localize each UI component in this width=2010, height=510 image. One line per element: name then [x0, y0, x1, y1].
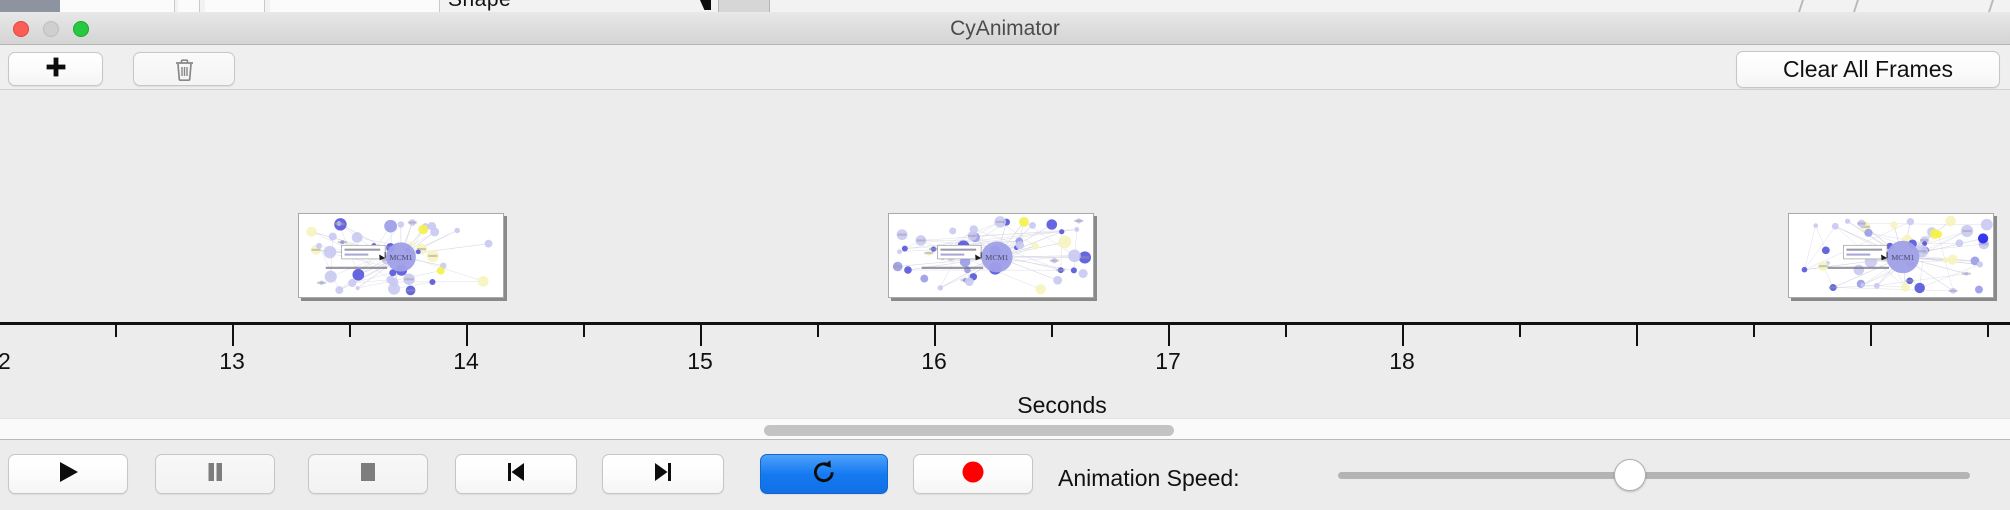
axis-tick-major — [1636, 325, 1638, 346]
axis-tick-minor — [1987, 325, 1989, 337]
background-window-divider — [1798, 0, 1812, 12]
frames-timeline-canvas[interactable]: MCM1 MCM1 MCM1 — [0, 90, 2010, 320]
toolbar: Clear All Frames — [0, 45, 2010, 90]
background-window-segment — [270, 0, 440, 12]
timeline-axis: Seconds 12 13 14 15 16 17 18 — [0, 310, 2010, 420]
loop-button[interactable] — [760, 454, 888, 494]
background-window-strip: Shape — [0, 0, 2010, 12]
axis-tick-label: 12 — [0, 348, 11, 374]
background-window-divider — [1853, 0, 1867, 12]
background-window-tab — [718, 0, 770, 12]
axis-tick-major — [700, 325, 702, 346]
skip-to-end-button[interactable] — [602, 454, 724, 494]
stop-button[interactable] — [308, 454, 428, 494]
animation-speed-slider[interactable] — [1338, 459, 1970, 491]
axis-tick-major — [1870, 325, 1872, 346]
axis-tick-major — [934, 325, 936, 346]
pause-button[interactable] — [155, 454, 275, 494]
axis-tick-label: 14 — [453, 348, 479, 374]
skip-to-start-icon — [503, 459, 529, 490]
axis-tick-label: 18 — [1389, 348, 1415, 374]
title-bar: CyAnimator — [0, 12, 2010, 45]
background-window-label: Shape — [448, 0, 511, 12]
background-window-segment — [205, 0, 265, 12]
loop-icon — [810, 458, 838, 491]
axis-tick-label: 15 — [687, 348, 713, 374]
add-frame-button[interactable] — [8, 52, 103, 86]
delete-frame-button[interactable] — [133, 52, 235, 86]
frame-thumbnail[interactable]: MCM1 — [888, 213, 1094, 298]
axis-tick-minor — [1753, 325, 1755, 337]
axis-tick-minor — [115, 325, 117, 337]
play-button[interactable] — [8, 454, 128, 494]
axis-title: Seconds — [0, 392, 2010, 419]
axis-tick-minor — [1285, 325, 1287, 337]
background-window-sidebar — [0, 0, 60, 12]
axis-tick-label: 16 — [921, 348, 947, 374]
background-window-divider — [1988, 0, 2002, 12]
record-button[interactable] — [913, 454, 1033, 494]
background-window-marker — [700, 0, 711, 10]
skip-to-start-button[interactable] — [455, 454, 577, 494]
axis-tick-major — [466, 325, 468, 346]
axis-tick-minor — [1519, 325, 1521, 337]
axis-line — [0, 322, 2010, 325]
scrollbar-thumb[interactable] — [764, 425, 1174, 436]
animation-speed-label: Animation Speed: — [1058, 465, 1240, 491]
axis-tick-minor — [349, 325, 351, 337]
clear-all-frames-label: Clear All Frames — [1783, 56, 1953, 82]
plus-icon — [44, 55, 68, 84]
axis-tick-minor — [583, 325, 585, 337]
window-title: CyAnimator — [950, 17, 1060, 40]
frame-thumbnail[interactable]: MCM1 — [1788, 213, 1994, 298]
minimize-button[interactable] — [43, 21, 59, 37]
axis-tick-minor — [817, 325, 819, 337]
close-button[interactable] — [13, 21, 29, 37]
axis-tick-label: 17 — [1155, 348, 1181, 374]
frame-thumbnail[interactable]: MCM1 — [298, 213, 504, 298]
background-window-segment — [60, 0, 175, 12]
axis-tick-minor — [1051, 325, 1053, 337]
slider-track[interactable] — [1338, 472, 1970, 479]
axis-tick-major — [1402, 325, 1404, 346]
svg-text:MCM1: MCM1 — [389, 253, 412, 262]
play-icon — [55, 459, 81, 490]
trash-icon — [174, 58, 194, 81]
axis-tick-label: 13 — [219, 348, 245, 374]
axis-tick-major — [232, 325, 234, 346]
svg-text:MCM1: MCM1 — [985, 253, 1008, 262]
zoom-button[interactable] — [73, 21, 89, 37]
record-icon — [961, 460, 985, 489]
axis-tick-major — [1168, 325, 1170, 346]
stop-icon — [355, 459, 381, 490]
slider-thumb[interactable] — [1614, 459, 1646, 491]
background-window-segment — [178, 0, 200, 12]
skip-to-end-icon — [650, 459, 676, 490]
horizontal-scrollbar[interactable] — [0, 418, 2010, 440]
playback-controls: Animation Speed: — [0, 441, 2010, 510]
pause-icon — [202, 459, 228, 490]
axis-title-label: Seconds — [1017, 392, 1107, 418]
clear-all-frames-button[interactable]: Clear All Frames — [1736, 51, 2000, 88]
svg-text:MCM1: MCM1 — [1891, 253, 1914, 262]
